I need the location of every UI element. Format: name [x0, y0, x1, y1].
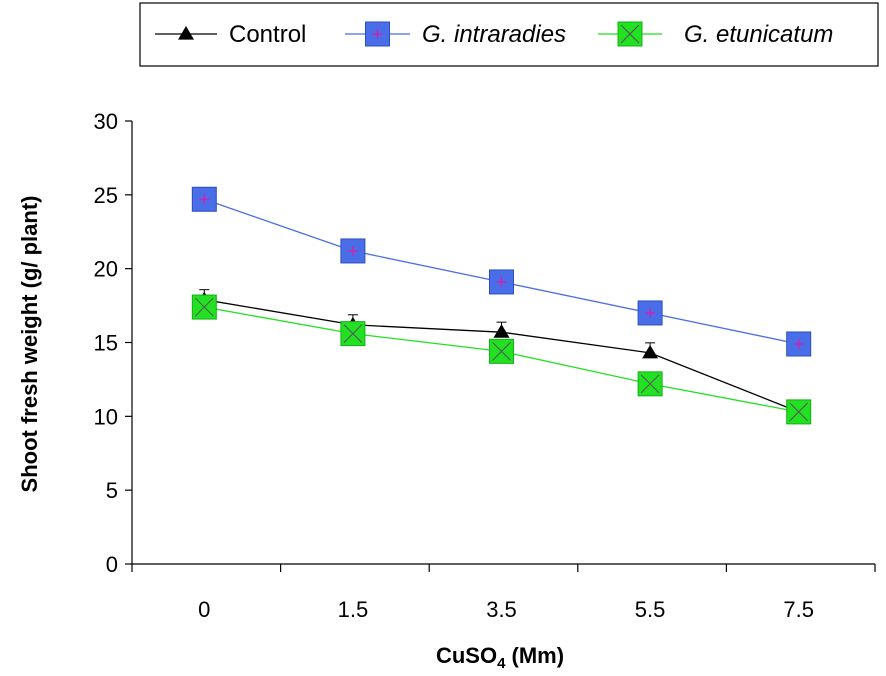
legend-label: G. etunicatum	[684, 21, 833, 48]
y-tick-label: 20	[94, 257, 118, 282]
y-tick-label: 30	[94, 109, 118, 134]
x-tick-label: 1.5	[338, 597, 369, 622]
x-axis-title-main: CuSO	[436, 643, 497, 668]
legend-marker	[178, 26, 194, 40]
x-tick-label: 7.5	[783, 597, 814, 622]
x-tick-label: 0	[198, 597, 210, 622]
legend-label: Control	[229, 21, 306, 48]
y-tick-label: 25	[94, 183, 118, 208]
data-point	[493, 324, 510, 338]
y-axis-title: Shoot fresh weight (g/ plant)	[17, 196, 42, 493]
data-point-x	[492, 342, 511, 361]
x-axis-title-sub: 4	[497, 655, 506, 672]
y-tick-label: 15	[94, 331, 118, 356]
legend: Control G. intraradies G. etunicatum	[155, 21, 833, 48]
data-point-x	[789, 402, 809, 422]
x-tick-label: 5.5	[635, 597, 666, 622]
y-tick-label: 10	[94, 404, 118, 429]
y-ticks: 0 5 10 15 20 25 30	[94, 109, 132, 577]
x-axis-title: CuSO4 (Mm)	[436, 643, 564, 672]
series-layer	[191, 186, 812, 425]
y-tick-label: 0	[106, 552, 118, 577]
legend-label: G. intraradies	[422, 21, 566, 48]
data-point-x	[640, 374, 660, 394]
data-point-x	[343, 324, 363, 343]
legend-box	[139, 2, 879, 67]
y-tick-label: 5	[106, 478, 118, 503]
x-axis-title-unit: (Mm)	[505, 643, 564, 668]
legend-marker-x	[620, 24, 640, 44]
x-tick-label: 3.5	[486, 597, 517, 622]
data-point	[642, 344, 659, 359]
data-point-x	[194, 297, 214, 317]
x-ticks: 0 1.5 3.5 5.5 7.5	[131, 564, 876, 622]
